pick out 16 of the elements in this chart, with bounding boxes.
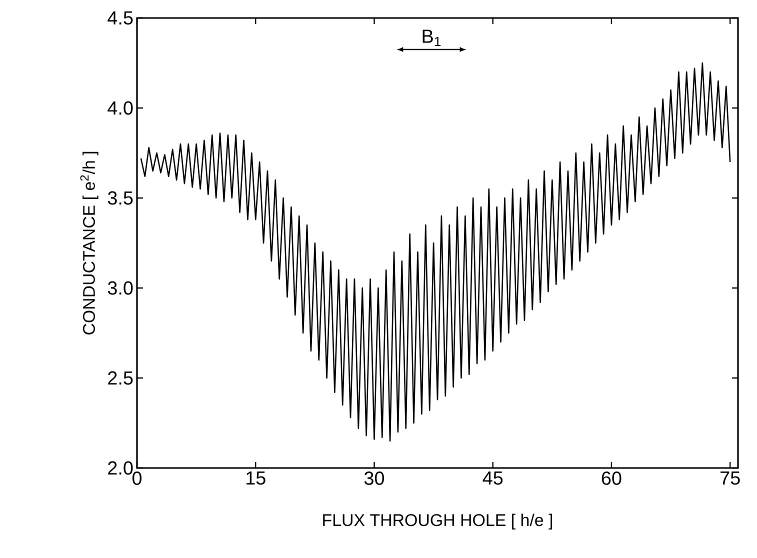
line-series: [140, 62, 731, 442]
x-axis-title: FLUX THROUGH HOLE [ h/e ]: [323, 514, 552, 530]
y-tick-label: 2.5: [108, 371, 133, 385]
x-tick-label: 30: [364, 472, 384, 485]
annotation: B$_{1}$: [422, 30, 441, 46]
y-tick-label: 4.0: [108, 101, 133, 115]
y-axis-title: CONDUCTANCE [ e$^{2}$/h ]: [80, 152, 98, 334]
x-tick-label: 60: [602, 472, 622, 485]
y-tick-label: 4.5: [108, 11, 133, 25]
x-tick-label: 45: [482, 472, 503, 485]
y-tick-label: 3.0: [108, 281, 133, 295]
x-tick-label: 15: [246, 472, 266, 485]
x-tick-label: 0: [132, 472, 142, 485]
x-tick-label: 75: [720, 472, 740, 485]
y-tick-label: 3.5: [108, 191, 133, 205]
y-tick-label: 2.0: [108, 461, 133, 475]
